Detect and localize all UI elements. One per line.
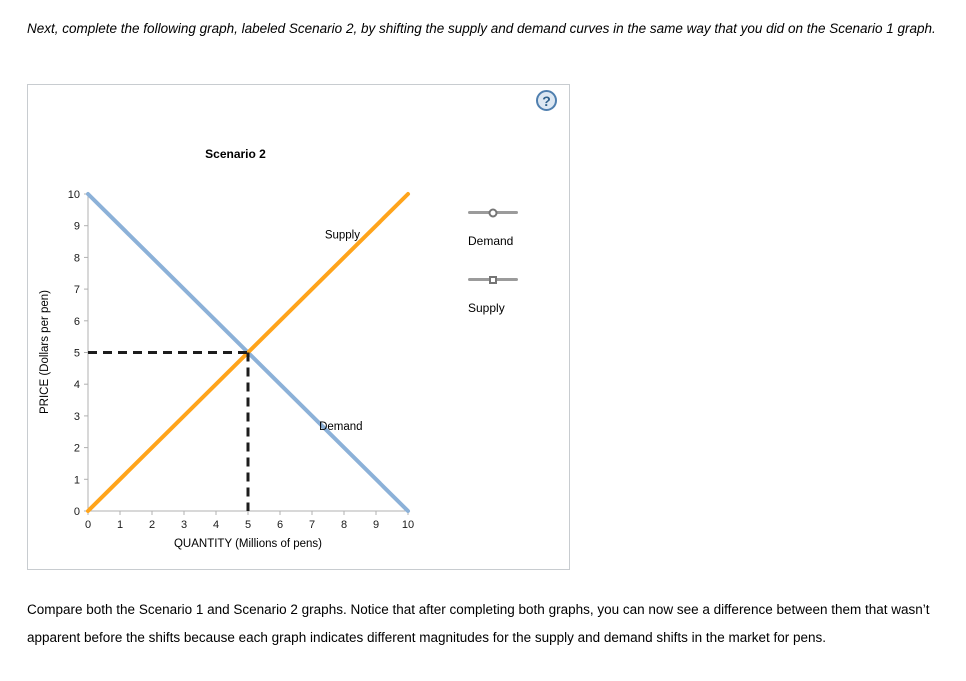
demand-drag-handle[interactable] <box>468 205 518 221</box>
x-tick-label: 4 <box>213 519 219 531</box>
closing-text: Compare both the Scenario 1 and Scenario… <box>27 602 930 645</box>
x-tick-label: 1 <box>117 519 123 531</box>
x-tick-label: 8 <box>341 519 347 531</box>
demand-circle-marker-icon <box>488 208 498 218</box>
y-tick-label: 2 <box>74 443 80 455</box>
y-tick-label: 7 <box>74 284 80 296</box>
supply-drag-handle[interactable] <box>468 272 518 288</box>
y-tick-label: 4 <box>74 379 80 391</box>
x-tick-label: 6 <box>277 519 283 531</box>
y-tick-label: 9 <box>74 221 80 233</box>
chart-title: Scenario 2 <box>205 147 266 161</box>
x-tick-label: 2 <box>149 519 155 531</box>
x-axis-title: QUANTITY (Millions of pens) <box>174 538 322 550</box>
x-tick-label: 7 <box>309 519 315 531</box>
supply-square-marker-icon <box>489 276 497 284</box>
y-tick-label: 3 <box>74 411 80 423</box>
curve-tool-legend: Demand Supply <box>468 205 558 339</box>
legend-label-demand: Demand <box>468 234 514 248</box>
y-tick-label: 1 <box>74 474 80 486</box>
supply-curve-label: Supply <box>325 229 360 241</box>
scenario2-graph: QUANTITY (Millions of pens) PRICE (Dolla… <box>39 189 414 550</box>
plot-area: QUANTITY (Millions of pens) PRICE (Dolla… <box>38 182 433 560</box>
x-tick-label: 0 <box>85 519 91 531</box>
graph-panel: ? Scenario 2 QUANTITY (Millions of pens)… <box>27 84 570 570</box>
y-tick-label: 10 <box>68 189 80 201</box>
instruction-text: Next, complete the following graph, labe… <box>27 21 936 36</box>
x-tick-label: 9 <box>373 519 379 531</box>
x-tick-label: 3 <box>181 519 187 531</box>
y-tick-label: 8 <box>74 252 80 264</box>
x-tick-label: 10 <box>402 519 414 531</box>
y-axis-title: PRICE (Dollars per pen) <box>39 290 51 414</box>
y-tick-label: 0 <box>74 506 80 518</box>
legend-label-supply: Supply <box>468 301 505 315</box>
x-tick-label: 5 <box>245 519 251 531</box>
y-tick-label: 5 <box>74 348 80 360</box>
legend-item-supply: Supply <box>468 272 558 315</box>
help-button[interactable]: ? <box>536 90 557 111</box>
y-tick-label: 6 <box>74 316 80 328</box>
legend-item-demand: Demand <box>468 205 558 248</box>
demand-curve-label: Demand <box>319 421 362 433</box>
